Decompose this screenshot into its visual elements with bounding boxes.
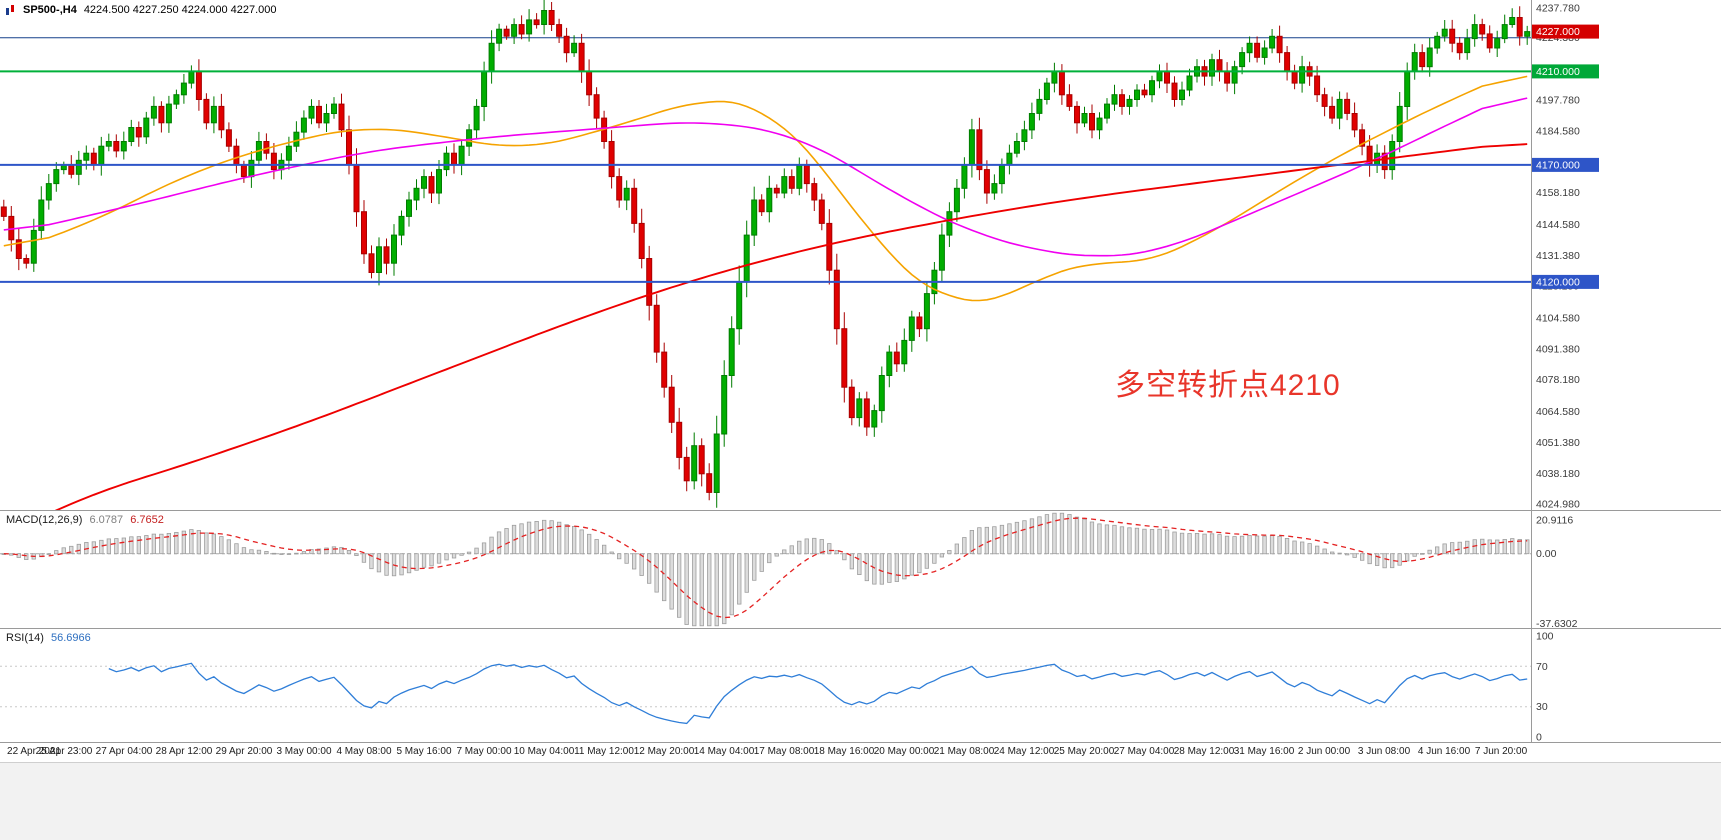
time-tick-label: 27 Apr 04:00: [96, 746, 153, 757]
price-tick-label: 4158.180: [1536, 187, 1580, 199]
price-tick-label: 4051.380: [1536, 437, 1580, 449]
time-tick-label: 25 Apr 23:00: [36, 746, 93, 757]
time-tick-label: 27 May 04:00: [1114, 746, 1175, 757]
time-tick-label: 25 May 20:00: [1054, 746, 1115, 757]
price-tick-label: 4024.980: [1536, 499, 1580, 511]
time-tick-label: 28 Apr 12:00: [156, 746, 213, 757]
price-tag-4227.000: 4227.000: [1532, 24, 1599, 39]
svg-text:4210.000: 4210.000: [1536, 66, 1580, 78]
chart-symbol-icon: [6, 5, 16, 15]
rsi-name: RSI(14): [6, 632, 44, 644]
time-tick-label: 11 May 12:00: [574, 746, 634, 757]
time-tick-label: 21 May 08:00: [934, 746, 995, 757]
main-price-panel: [0, 0, 1531, 511]
svg-text:4170.000: 4170.000: [1536, 159, 1580, 171]
time-tick-label: 10 May 04:00: [514, 746, 575, 757]
macd-tick-label: 0.00: [1536, 548, 1557, 560]
price-tick-label: 4131.380: [1536, 250, 1580, 262]
price-tick-label: 4104.580: [1536, 313, 1580, 325]
time-tick-label: 12 May 20:00: [634, 746, 695, 757]
price-tag-4210.000: 4210.000: [1532, 64, 1599, 79]
svg-text:4120.000: 4120.000: [1536, 276, 1580, 288]
price-tag-4170.000: 4170.000: [1532, 157, 1599, 172]
time-tick-label: 4 Jun 16:00: [1418, 746, 1471, 757]
rsi-tick-label: 100: [1536, 631, 1554, 643]
price-tag-4120.000: 4120.000: [1532, 274, 1599, 289]
time-tick-label: 4 May 08:00: [336, 746, 391, 757]
macd-signal-line: [3, 517, 1528, 619]
time-tick-label: 17 May 08:00: [754, 746, 815, 757]
macd-panel: [0, 512, 1531, 627]
rsi-tick-label: 0: [1536, 732, 1542, 744]
rsi-line: [108, 662, 1528, 725]
svg-text:4227.000: 4227.000: [1536, 26, 1580, 38]
macd-tick-label: 20.9116: [1536, 515, 1573, 527]
price-tick-label: 4038.180: [1536, 468, 1580, 480]
price-tick-label: 4091.380: [1536, 343, 1580, 355]
macd-label: MACD(12,26,9) 6.0787 6.7652: [6, 514, 164, 526]
time-tick-label: 20 May 00:00: [874, 746, 935, 757]
time-tick-label: 5 May 16:00: [396, 746, 451, 757]
time-tick-label: 31 May 16:00: [1234, 746, 1295, 757]
price-tick-label: 4237.780: [1536, 3, 1580, 15]
time-tick-label: 3 Jun 08:00: [1358, 746, 1411, 757]
price-tick-label: 4144.580: [1536, 219, 1580, 231]
time-tick-label: 24 May 12:00: [994, 746, 1055, 757]
time-tick-label: 14 May 04:00: [694, 746, 755, 757]
window-footer: [0, 762, 1721, 840]
ma-slow-red: [52, 143, 1528, 511]
rsi-label: RSI(14) 56.6966: [6, 632, 91, 644]
time-tick-label: 7 May 00:00: [456, 746, 511, 757]
time-tick-label: 2 Jun 00:00: [1298, 746, 1351, 757]
time-tick-label: 22 Apr 2021: [7, 746, 61, 757]
price-tick-label: 4197.780: [1536, 94, 1580, 106]
symbol-timeframe-label: SP500-,H4: [23, 4, 77, 16]
price-tick-label: 4078.180: [1536, 374, 1580, 386]
time-tick-label: 7 Jun 20:00: [1475, 746, 1528, 757]
ma-fast-orange: [3, 75, 1528, 302]
ma-mid-magenta: [3, 97, 1528, 257]
annotation-text: 多空转折点4210: [1115, 369, 1341, 402]
macd-signal-value: 6.7652: [130, 514, 164, 526]
time-tick-label: 28 May 12:00: [1174, 746, 1235, 757]
rsi-value: 56.6966: [50, 632, 91, 644]
time-tick-label: 29 Apr 20:00: [216, 746, 273, 757]
rsi-tick-label: 30: [1536, 701, 1548, 713]
macd-tick-label: -37.6302: [1536, 618, 1578, 630]
rsi-tick-label: 70: [1536, 661, 1548, 673]
macd-histogram: [1, 512, 1530, 627]
panel-borders: [0, 0, 1721, 743]
price-tick-label: 4064.580: [1536, 406, 1580, 418]
ohlc-readout: 4224.500 4227.250 4224.000 4227.000: [83, 4, 277, 16]
macd-name: MACD(12,26,9): [6, 514, 83, 526]
price-tick-label: 4184.580: [1536, 125, 1580, 137]
rsi-panel: [0, 662, 1531, 725]
time-tick-label: 18 May 16:00: [814, 746, 875, 757]
macd-main-value: 6.0787: [89, 514, 124, 526]
time-tick-label: 3 May 00:00: [276, 746, 331, 757]
chart-title-bar: SP500-,H4 4224.500 4227.250 4224.000 422…: [6, 4, 277, 16]
